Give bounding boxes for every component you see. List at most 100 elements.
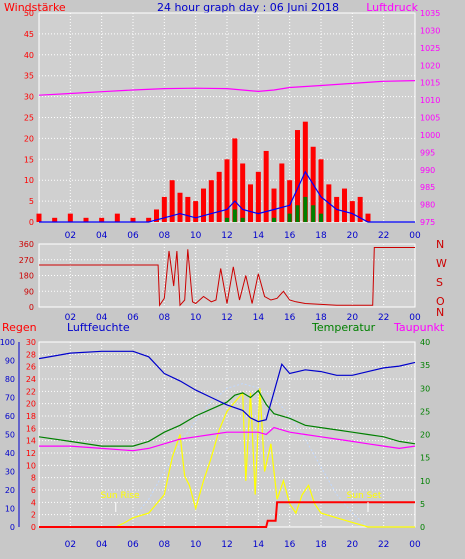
wind-speed-bar (177, 192, 183, 222)
pressure-tick-label: 1005 (420, 114, 440, 123)
wind-speed-bar (224, 159, 230, 222)
temperature-tick-label: 5 (420, 500, 425, 509)
pressure-axis-title: Luftdruck (366, 1, 418, 14)
x-tick-label: 14 (253, 231, 265, 241)
wind-axis-title: Windstärke (4, 1, 66, 14)
x-tick-label: 02 (65, 540, 76, 550)
pressure-tick-label: 1010 (420, 96, 440, 105)
wind-minimum-bar (240, 217, 245, 222)
wind-tick-label: 20 (24, 134, 34, 143)
wind-speed-bar (130, 217, 136, 222)
compass-label: W (436, 257, 447, 270)
x-tick-label: 20 (347, 231, 359, 241)
solar-radiation-line (39, 388, 415, 528)
rain-tick-label: 22 (26, 387, 36, 396)
direction-tick-label: 90 (24, 287, 34, 296)
dewpoint-line (39, 426, 416, 452)
rain-tick-label: 24 (26, 375, 36, 384)
wind-pressure-tick-labels: 5045403530252015105010351030102510201015… (24, 9, 441, 241)
x-tick-label: 22 (378, 540, 389, 550)
rain-humidity-temperature-panel: 3028262422201816141210864201009080706050… (0, 338, 430, 550)
temperature-tick-label: 15 (420, 454, 430, 463)
x-tick-label: 08 (159, 313, 171, 323)
wind-speed-bar (240, 163, 246, 222)
wind-speed-bar (161, 196, 167, 222)
rain-tick-label: 26 (26, 363, 36, 372)
wind-tick-label: 25 (24, 114, 34, 123)
temperature-tick-label: 10 (420, 477, 430, 486)
wind-speed-bar (271, 188, 277, 222)
x-tick-label: 12 (221, 231, 232, 241)
rain-tick-label: 0 (31, 523, 36, 532)
direction-tick-label: 360 (19, 240, 34, 249)
wind-speed-bar (154, 209, 159, 222)
wind-minimum-bar (311, 205, 316, 222)
humidity-axis-title: Luftfeuchte (67, 321, 130, 334)
rain-tick-label: 16 (26, 424, 36, 433)
wind-minimum-bar (287, 213, 292, 222)
rain-tick-label: 14 (26, 437, 36, 446)
wind-direction-line (39, 247, 415, 307)
pressure-tick-label: 995 (420, 148, 435, 157)
x-tick-label: 20 (347, 313, 359, 323)
compass-label: O (436, 295, 445, 308)
chart-title: 24 hour graph day : 06 Juni 2018 (157, 1, 339, 14)
wind-tick-label: 5 (29, 197, 34, 206)
wind-tick-label: 35 (24, 72, 34, 81)
x-tick-label: 08 (159, 231, 171, 241)
wind-speed-bar (287, 180, 293, 222)
rain-tick-label: 6 (31, 486, 36, 495)
x-tick-label: 00 (409, 231, 421, 241)
x-tick-label: 02 (65, 313, 76, 323)
wind-direction-series (39, 247, 415, 307)
x-tick-label: 06 (127, 231, 139, 241)
pressure-line (38, 80, 416, 96)
direction-tick-label: 180 (19, 272, 34, 281)
rain-tick-label: 10 (26, 461, 36, 470)
temperature-tick-label: 35 (420, 361, 430, 370)
direction-tick-label: 270 (19, 256, 34, 265)
wind-speed-bar (357, 196, 363, 222)
wind-tick-label: 50 (24, 9, 34, 18)
x-tick-label: 18 (315, 540, 327, 550)
rain-tick-label: 4 (31, 498, 36, 507)
wind-minimum-bar (232, 209, 237, 222)
pressure-tick-label: 1000 (420, 131, 440, 140)
pressure-tick-label: 1025 (420, 44, 440, 53)
wind-tick-label: 10 (24, 176, 34, 185)
wind-minimum-bar (272, 217, 276, 222)
x-tick-label: 14 (253, 313, 265, 323)
wind-pressure-series (36, 80, 416, 223)
compass-label: N (436, 238, 444, 251)
wind-speed-bar (146, 217, 152, 222)
pressure-tick-label: 985 (420, 183, 435, 192)
humidity-tick-label: 100 (0, 338, 15, 347)
x-tick-label: 02 (65, 231, 76, 241)
rain-tick-label: 30 (26, 338, 36, 347)
wind-speed-bar (52, 217, 58, 222)
x-tick-label: 12 (221, 313, 232, 323)
wind-speed-bar (342, 188, 347, 222)
x-tick-label: 06 (127, 540, 139, 550)
x-tick-label: 04 (96, 231, 108, 241)
wind-speed-bar (216, 171, 222, 222)
sun-rise-label: Sun Rise (101, 491, 140, 501)
rain-tick-label: 12 (26, 449, 36, 458)
x-tick-label: 18 (315, 231, 327, 241)
wind-pressure-panel: 5045403530252015105010351030102510201015… (24, 9, 441, 241)
x-tick-label: 04 (96, 313, 108, 323)
x-tick-label: 22 (378, 313, 389, 323)
pressure-tick-label: 1015 (420, 79, 440, 88)
humidity-tick-label: 0 (10, 523, 15, 532)
x-tick-label: 00 (409, 313, 421, 323)
wind-speed-bar (114, 213, 120, 222)
humidity-tick-label: 70 (5, 394, 15, 403)
wind-speed-bar (349, 201, 355, 222)
wind-speed-bar (185, 196, 191, 222)
wind-tick-label: 40 (24, 51, 34, 60)
wind-speed-bar (99, 217, 105, 222)
wind-speed-bar (193, 201, 199, 222)
